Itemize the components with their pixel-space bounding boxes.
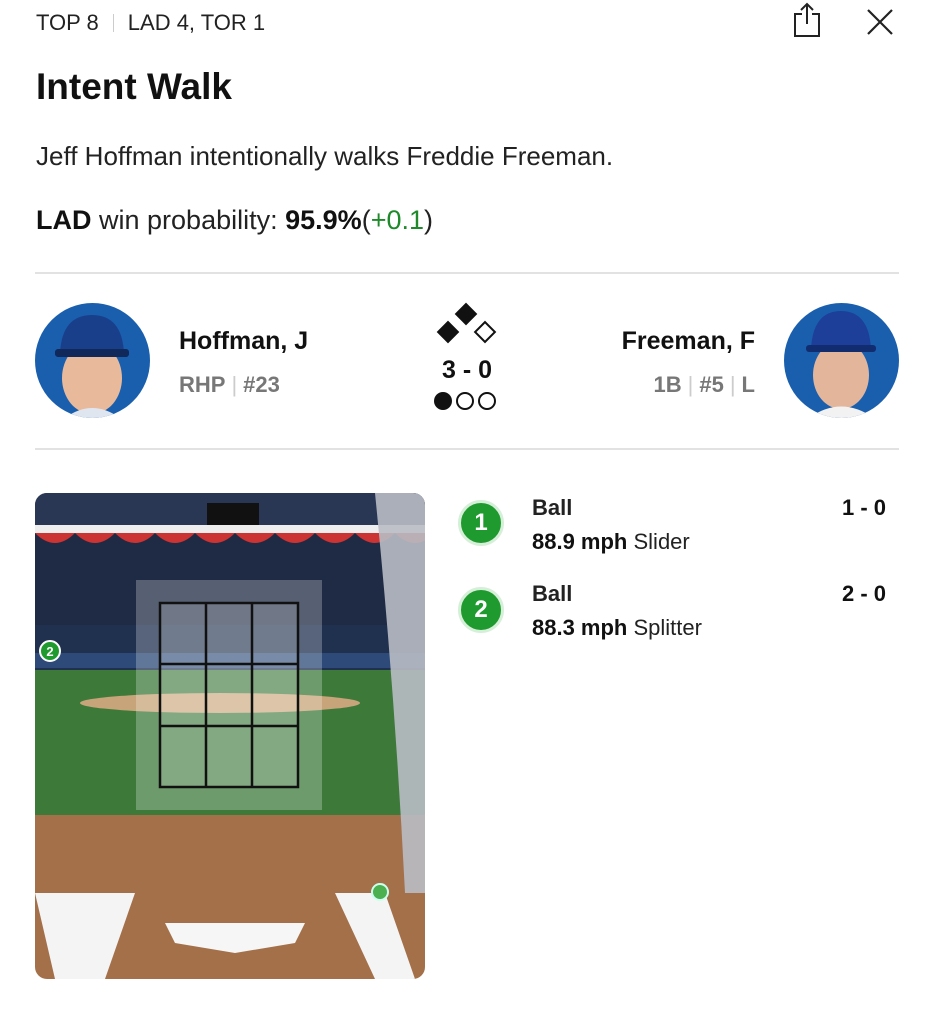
pitch-speed: 88.9 mph (532, 529, 628, 554)
score: LAD 4, TOR 1 (127, 10, 266, 35)
out-empty (456, 392, 474, 410)
count: 3 - 0 (441, 356, 493, 384)
pitch-number-badge: 1 (458, 500, 504, 546)
zone-shade (136, 580, 322, 810)
batter-meta: 1B | #5 | L (653, 372, 756, 397)
wp-label: win probability: (99, 205, 278, 235)
wp-change: +0.1 (370, 205, 424, 235)
pitcher-name[interactable]: Hoffman, J (179, 327, 309, 355)
game-status: TOP 8 LAD 4, TOR 1 (36, 10, 265, 36)
divider (35, 272, 899, 274)
number: #23 (243, 372, 280, 397)
third-base (436, 320, 460, 344)
strike-zone-grid (158, 601, 300, 789)
divider (112, 14, 114, 32)
pitch-count: 2 - 0 (841, 581, 886, 606)
second-base (454, 302, 478, 326)
position: RHP (179, 372, 226, 397)
paren: ( (361, 205, 371, 235)
pitch-type: Slider (633, 529, 690, 554)
batter-name[interactable]: Freeman, F (621, 327, 755, 355)
pitch-item[interactable]: Ball 88.3 mph Splitter (532, 581, 702, 641)
pitch-number-badge: 2 (458, 587, 504, 633)
position: 1B (653, 372, 682, 397)
bats: L (741, 372, 755, 397)
svg-text:2: 2 (46, 644, 53, 659)
close-icon[interactable] (866, 8, 894, 41)
pitch-marker-2: 2 (39, 640, 61, 662)
outs-indicator (434, 392, 496, 410)
inning: TOP 8 (36, 10, 99, 35)
first-base (473, 320, 497, 344)
pitcher-meta: RHP | #23 (179, 372, 280, 397)
share-icon[interactable] (792, 2, 822, 43)
team: LAD (36, 205, 92, 235)
batter-avatar[interactable] (784, 303, 899, 418)
wp-value: 95.9% (285, 205, 362, 235)
win-probability: LAD win probability: 95.9%(+0.1) (36, 205, 433, 236)
pitch-result: Ball (532, 581, 573, 606)
number: #5 (699, 372, 724, 397)
out-empty (478, 392, 496, 410)
pitch-result: Ball (532, 495, 573, 520)
out-filled (434, 392, 452, 410)
pitch-speed: 88.3 mph (532, 615, 628, 640)
paren: ) (424, 205, 433, 235)
play-description: Jeff Hoffman intentionally walks Freddie… (36, 141, 614, 171)
pitcher-avatar[interactable] (35, 303, 150, 418)
pitch-type: Splitter (633, 615, 702, 640)
pitch-marker-1 (371, 883, 389, 901)
bases-diamond (432, 302, 502, 353)
pitch-count: 1 - 0 (841, 495, 886, 520)
divider (35, 448, 899, 450)
pitch-item[interactable]: Ball 88.9 mph Slider (532, 495, 690, 555)
play-title: Intent Walk (36, 66, 232, 107)
pitch-zone-image: 2 (35, 493, 425, 979)
bunting (35, 525, 425, 543)
